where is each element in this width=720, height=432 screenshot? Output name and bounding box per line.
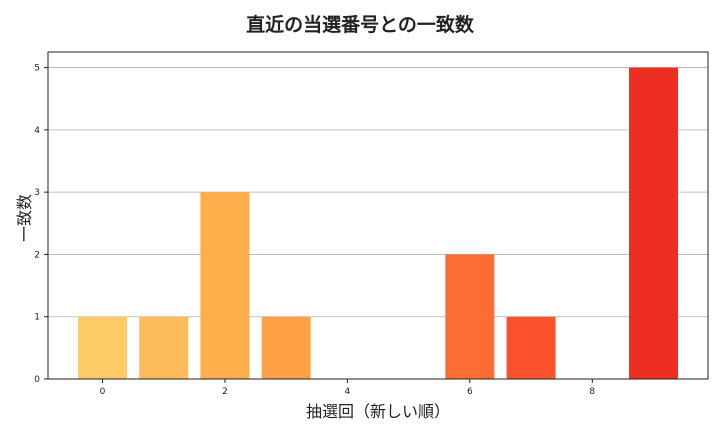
x-tick-label: 4 (345, 387, 351, 397)
bar (506, 316, 556, 379)
bar (629, 67, 678, 380)
y-tick-label: 4 (34, 126, 40, 136)
y-tick-label: 5 (34, 64, 40, 74)
y-tick-label: 2 (34, 250, 40, 260)
bar (139, 316, 189, 379)
plot-frame (47, 51, 709, 380)
y-tick-label: 0 (34, 375, 40, 385)
bar (200, 192, 250, 379)
y-axis-label: 一致数 (15, 194, 34, 243)
x-axis-label: 抽選回（新しい順） (305, 402, 450, 421)
x-tick-label: 0 (100, 387, 106, 397)
x-tick-label: 8 (589, 387, 595, 397)
bar (445, 254, 495, 379)
x-tick-label: 2 (222, 387, 228, 397)
bar (78, 316, 127, 379)
x-tick-label: 6 (467, 387, 473, 397)
y-tick-label: 1 (34, 313, 40, 323)
y-tick-label: 3 (34, 188, 40, 198)
chart-title: 直近の当選番号との一致数 (246, 14, 474, 36)
bar (261, 316, 311, 379)
